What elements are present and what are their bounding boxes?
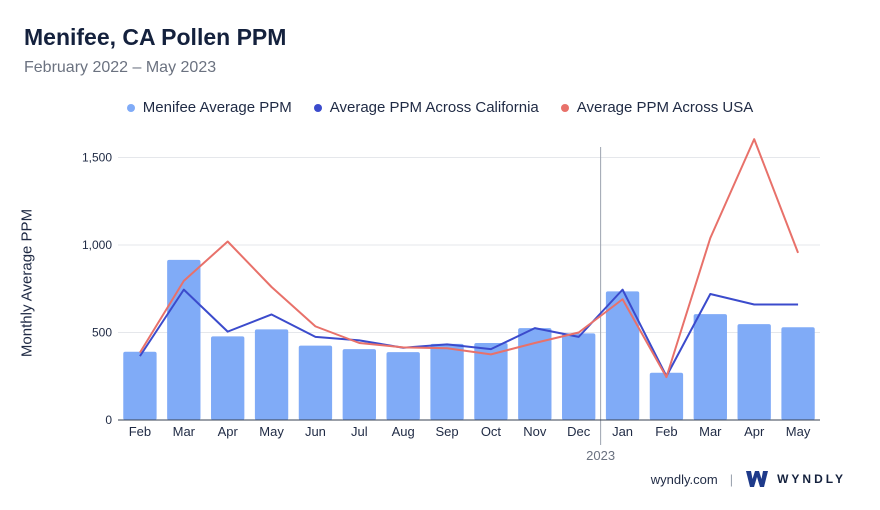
wyndly-logo-icon bbox=[746, 471, 769, 487]
y-tick-label: 500 bbox=[92, 326, 112, 340]
legend-label-california: Average PPM Across California bbox=[329, 99, 539, 116]
x-tick-label: Nov bbox=[523, 424, 547, 439]
brand-name: WYNDLY bbox=[777, 472, 846, 486]
legend-dot-menifee bbox=[126, 103, 135, 112]
bar-menifee bbox=[386, 352, 420, 420]
bar-menifee bbox=[254, 329, 289, 420]
bar-menifee bbox=[123, 351, 157, 420]
x-tick-label: Mar bbox=[699, 424, 722, 439]
legend-dot-usa bbox=[560, 103, 569, 112]
bar-menifee bbox=[605, 291, 640, 420]
x-tick-label: Oct bbox=[481, 424, 502, 439]
bar-menifee bbox=[518, 328, 552, 420]
x-tick-label: Jan bbox=[612, 424, 633, 439]
x-tick-label: Dec bbox=[567, 424, 591, 439]
year-label: 2023 bbox=[586, 448, 615, 463]
y-tick-label: 1,000 bbox=[82, 238, 112, 252]
x-tick-label: Sep bbox=[435, 424, 458, 439]
bar-menifee bbox=[211, 336, 245, 420]
bar-menifee bbox=[167, 259, 201, 420]
line-usa bbox=[139, 138, 799, 379]
legend-dot-california bbox=[313, 103, 322, 112]
x-tick-label: Jul bbox=[351, 424, 368, 439]
brand-logo: WYNDLY bbox=[745, 470, 846, 488]
y-tick-label: 0 bbox=[105, 413, 112, 427]
legend-item-menifee[interactable]: Menifee Average PPM bbox=[126, 99, 292, 116]
bar-menifee bbox=[474, 343, 508, 420]
chart-subtitle: February 2022 – May 2023 bbox=[24, 59, 217, 76]
x-tick-label: Aug bbox=[392, 424, 415, 439]
legend: Menifee Average PPM Average PPM Across C… bbox=[0, 99, 880, 116]
x-tick-label: May bbox=[259, 424, 284, 439]
bar-menifee bbox=[298, 345, 333, 420]
legend-item-california[interactable]: Average PPM Across California bbox=[313, 99, 539, 116]
x-tick-label: May bbox=[786, 424, 811, 439]
x-tick-label: Apr bbox=[218, 424, 239, 439]
legend-label-menifee: Menifee Average PPM bbox=[142, 99, 292, 116]
x-tick-label: Jun bbox=[305, 424, 326, 439]
legend-label-usa: Average PPM Across USA bbox=[576, 99, 754, 116]
line-california bbox=[139, 288, 799, 378]
bar-menifee bbox=[693, 314, 727, 420]
bar-menifee bbox=[342, 349, 376, 420]
x-tick-label: Mar bbox=[173, 424, 196, 439]
y-tick-label: 1,500 bbox=[82, 151, 112, 165]
bar-menifee bbox=[649, 372, 684, 420]
footer: wyndly.com | WYNDLY bbox=[651, 470, 846, 488]
bar-menifee bbox=[430, 343, 464, 420]
bar-menifee bbox=[562, 333, 596, 420]
legend-item-usa[interactable]: Average PPM Across USA bbox=[560, 99, 754, 116]
x-tick-label: Feb bbox=[655, 424, 677, 439]
x-tick-label: Feb bbox=[129, 424, 151, 439]
bar-menifee bbox=[781, 327, 815, 420]
bar-menifee bbox=[737, 324, 771, 420]
footer-separator: | bbox=[729, 471, 734, 487]
footer-site[interactable]: wyndly.com bbox=[650, 471, 718, 487]
x-tick-label: Apr bbox=[744, 424, 765, 439]
chart-title: Menifee, CA Pollen PPM bbox=[24, 24, 287, 50]
